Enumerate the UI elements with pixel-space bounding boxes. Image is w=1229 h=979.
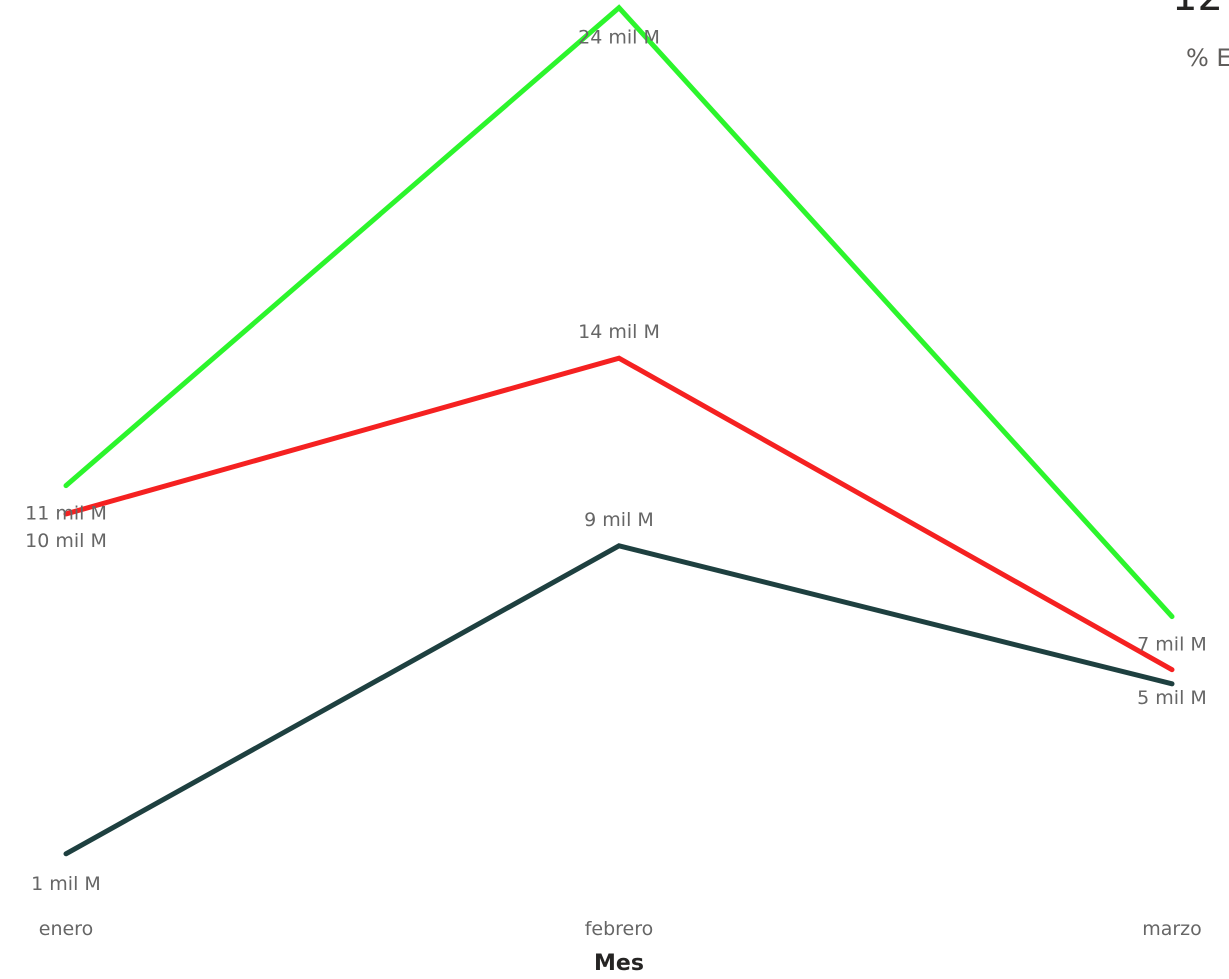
series-line-1 — [63, 355, 1175, 673]
x-tick-label: febrero — [585, 918, 654, 940]
series-line-0 — [63, 4, 1175, 620]
kpi-value: 12 — [1172, 0, 1223, 20]
series-line-2 — [63, 543, 1175, 857]
data-label: 1 mil M — [31, 873, 101, 895]
data-label: 14 mil M — [578, 321, 660, 343]
kpi-caption: % E — [1186, 44, 1229, 72]
x-axis-ticks: enero febrero marzo — [39, 918, 1202, 940]
series-layer — [63, 4, 1175, 857]
data-label: 24 mil M — [578, 27, 660, 49]
data-label: 7 mil M — [1137, 634, 1207, 656]
data-label-layer: 11 mil M 24 mil M 7 mil M 10 mil M 14 mil M 1… — [25, 27, 1207, 895]
x-tick-label: enero — [39, 918, 93, 940]
data-label: 5 mil M — [1137, 687, 1207, 709]
data-label: 11 mil M — [25, 503, 107, 525]
data-label: 9 mil M — [584, 509, 654, 531]
data-label: 10 mil M — [25, 530, 107, 552]
x-axis-title: Mes — [594, 951, 644, 976]
x-tick-label: marzo — [1142, 918, 1202, 940]
